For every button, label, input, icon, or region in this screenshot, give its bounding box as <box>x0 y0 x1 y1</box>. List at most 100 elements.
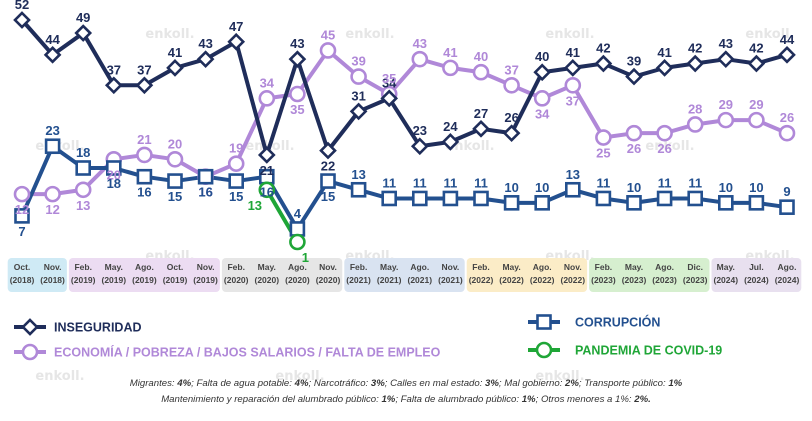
watermark-text: enkoll. <box>645 139 694 154</box>
x-tick-month: May. <box>625 262 643 272</box>
economia-data-label: 26 <box>780 110 794 125</box>
x-tick-month: Feb. <box>74 262 91 272</box>
inseguridad-point <box>655 59 674 77</box>
watermarks: enkoll. enkoll. enkoll. enkoll. enkoll. enkol… <box>35 27 794 384</box>
x-tick-year: (2020) <box>316 275 341 285</box>
inseguridad-data-label: 37 <box>107 62 121 77</box>
corrupcion-point <box>411 190 428 207</box>
inseguridad-data-label: 24 <box>443 119 458 134</box>
economia-point <box>564 76 582 94</box>
corrupcion-data-label: 23 <box>45 123 59 138</box>
corrupcion-data-label: 11 <box>474 175 488 190</box>
footnote-line-2: Mantenimiento y reparación del alumbrado… <box>161 394 651 405</box>
inseguridad-point <box>349 102 368 121</box>
economia-data-label: 12 <box>45 202 59 217</box>
inseguridad-point <box>441 133 460 151</box>
corrupcion-point <box>289 221 306 237</box>
x-tick-year: (2023) <box>652 275 677 285</box>
corrupcion-data-label: 16 <box>198 185 212 200</box>
inseguridad-point <box>227 32 246 51</box>
inseguridad-data-label: 42 <box>749 41 763 56</box>
legend-marker <box>536 314 552 330</box>
x-tick-year: (2019) <box>132 275 157 285</box>
economia-point <box>686 116 704 133</box>
legend-label: ECONOMÍA / POBREZA / BAJOS SALARIOS / FA… <box>54 345 441 360</box>
economia-point <box>289 85 306 103</box>
inseguridad-data-label: 27 <box>474 106 488 121</box>
corrupcion-point <box>717 195 734 211</box>
economia-point <box>411 50 429 68</box>
x-tick-year: (2022) <box>499 275 524 285</box>
x-tick-month: May. <box>717 262 735 272</box>
x-tick-year: (2018) <box>40 275 65 285</box>
watermark-text: enkoll. <box>35 369 84 384</box>
corrupcion-data-label: 11 <box>444 175 458 190</box>
footnote-value: 3% <box>485 378 499 389</box>
corrupcion-point <box>503 195 520 211</box>
year-bands <box>7 258 802 292</box>
corrupcion-point <box>136 168 153 185</box>
corrupcion-data-label: 13 <box>351 167 365 182</box>
x-tick-year: (2023) <box>683 275 708 285</box>
economia-point <box>227 155 245 172</box>
economia-point <box>778 124 796 142</box>
inseguridad-point <box>196 50 215 69</box>
inseguridad-point <box>533 63 552 82</box>
corrupcion-data-label: 15 <box>168 189 182 204</box>
inseguridad-data-label: 41 <box>566 45 580 60</box>
x-tick-month: Jul. <box>749 262 764 272</box>
inseguridad-data-label: 23 <box>413 123 427 138</box>
corrupcion-data-label: 10 <box>504 180 518 195</box>
corrupcion-data-label: 10 <box>535 180 549 195</box>
x-tick-month: Ago. <box>778 262 797 272</box>
x-tick-year: (2018) <box>10 275 35 285</box>
x-tick-year: (2022) <box>469 275 494 285</box>
x-tick-year: (2021) <box>377 275 402 285</box>
watermark-text: enkoll. <box>745 27 794 42</box>
x-tick-year: (2023) <box>591 275 616 285</box>
corrupcion-data-label: 10 <box>719 180 733 195</box>
economia-data-label: 19 <box>229 141 243 156</box>
footnote-label: Mantenimiento y reparación del alumbrado… <box>161 394 382 405</box>
legend: INSEGURIDAD ECONOMÍA / POBREZA / BAJOS SA… <box>14 314 722 361</box>
year-band <box>711 258 802 292</box>
x-tick-month: May. <box>258 262 276 272</box>
corrupcion-data-label: 16 <box>137 185 151 200</box>
footnote-label: Falta de alumbrado público: <box>400 394 522 405</box>
year-band <box>221 258 343 292</box>
inseguridad-data-label: 39 <box>627 54 641 69</box>
economia-point <box>503 76 520 94</box>
economia-data-label: 39 <box>351 54 365 69</box>
x-tick-month: Feb. <box>227 262 244 272</box>
economia-data-label: 34 <box>535 106 550 121</box>
corrupcion-point <box>564 181 581 198</box>
footnote-value: 1% <box>381 394 396 405</box>
corrupcion-data-label: 18 <box>76 145 90 160</box>
legend-label: INSEGURIDAD <box>54 321 142 335</box>
corrupcion-data-label: 11 <box>658 175 672 190</box>
year-band <box>589 258 710 292</box>
inseguridad-point <box>716 50 735 69</box>
corrupcion-point <box>228 173 244 189</box>
economia-point <box>533 90 551 107</box>
corrupcion-point <box>167 173 183 189</box>
legend-item-economia: ECONOMÍA / POBREZA / BAJOS SALARIOS / FA… <box>14 343 441 361</box>
economia-data-label: 37 <box>504 62 518 77</box>
x-tick-year: (2024) <box>744 275 769 285</box>
economia-data-label: 35 <box>382 71 396 86</box>
inseguridad-point <box>166 59 184 77</box>
inseguridad-point <box>43 45 62 64</box>
x-tick-year: (2020) <box>255 275 280 285</box>
economia-data-label: 12 <box>15 202 29 217</box>
inseguridad-point <box>502 124 521 143</box>
economia-point <box>319 42 337 59</box>
corrupcion-data-label: 11 <box>688 175 702 190</box>
inseguridad-point <box>135 76 154 95</box>
inseguridad-data-label: 43 <box>290 36 304 51</box>
corrupcion-point <box>779 199 795 215</box>
footnote-value: 2% <box>565 378 579 389</box>
year-band <box>344 258 465 292</box>
x-tick-month: Nov. <box>319 262 337 272</box>
x-tick-month: Oct. <box>167 262 184 272</box>
footnote-value: 1% <box>668 378 683 389</box>
